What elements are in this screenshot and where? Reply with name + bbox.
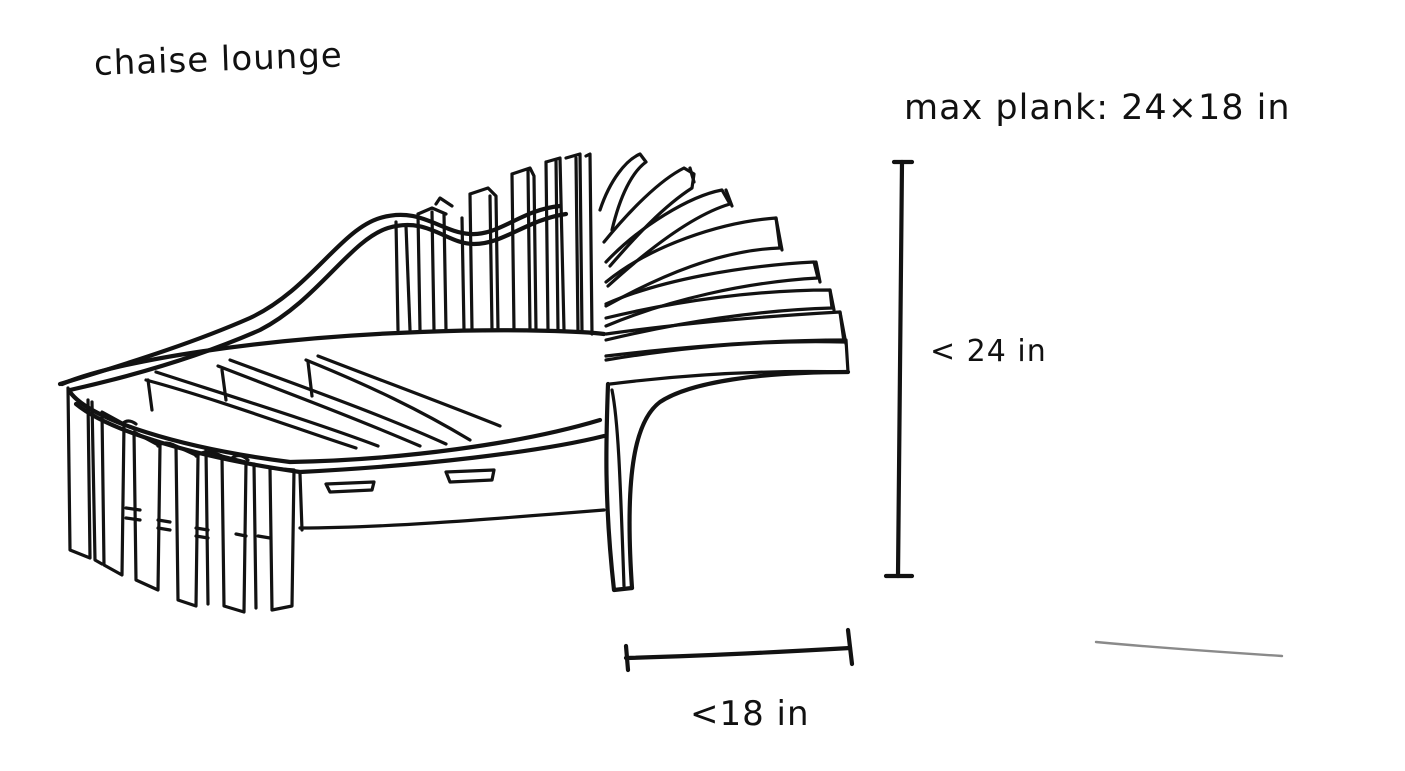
seat-rim-lower [73, 401, 607, 475]
plank-spec-note: max plank: 24×18 in [904, 88, 1291, 128]
front-slat [90, 400, 104, 566]
back-slat [394, 220, 400, 332]
seat-plank [144, 378, 358, 450]
base-handle [324, 480, 376, 494]
pencil-smudge [1094, 640, 1284, 658]
height-dimension-label: < 24 in [930, 334, 1047, 369]
back-slat [526, 168, 532, 332]
back-slats [394, 152, 594, 336]
back-slat [544, 156, 566, 332]
fan-slat [604, 338, 850, 386]
slat-top [194, 450, 224, 458]
fan-base [604, 381, 635, 593]
base-side [298, 472, 304, 532]
back-slat [564, 152, 584, 334]
width-dimension-cap-right [845, 627, 855, 667]
fan-base-inner [610, 388, 626, 588]
front-slat [174, 444, 200, 608]
fan-base [627, 369, 851, 591]
fan-slats [598, 152, 851, 593]
slat-tick [234, 532, 248, 538]
seat-plank [216, 364, 422, 448]
front-slat [268, 466, 296, 612]
width-dimension-cap-left [623, 643, 631, 673]
seat-plank [146, 360, 314, 412]
back-slat [584, 152, 594, 336]
back-slat [416, 206, 448, 332]
seat-plank [228, 358, 448, 446]
front-slat [204, 448, 210, 606]
base-handle [444, 468, 496, 484]
seat-planks [144, 354, 502, 450]
back-slat [488, 194, 494, 332]
back-slat [442, 212, 448, 332]
front-slat [66, 386, 92, 560]
back-slat [554, 158, 560, 332]
fan-slat-end [688, 166, 848, 346]
back-curve-line [57, 203, 563, 387]
fan-slat [598, 152, 648, 232]
front-slat [100, 410, 126, 577]
height-dimension [883, 159, 915, 579]
back-slat [404, 224, 412, 332]
back-slat [510, 166, 538, 332]
back-slat [460, 216, 466, 332]
front-slat [252, 462, 258, 610]
back-slat [434, 196, 454, 208]
base-rail [298, 508, 606, 530]
slat-tick [124, 506, 142, 522]
slat-tick [194, 526, 210, 540]
seat-plank [316, 354, 502, 428]
seat-plank [154, 370, 380, 448]
width-dimension-label: <18 in [690, 694, 810, 734]
height-dimension-line [895, 159, 905, 579]
width-dimension [623, 627, 855, 673]
fan-slat [602, 166, 696, 268]
seat-plank [304, 358, 472, 442]
seat-rim-inner [67, 389, 603, 465]
slat-tick [256, 534, 272, 540]
slat-tick [156, 518, 172, 532]
width-dimension-line [623, 645, 853, 661]
back-slat [468, 186, 500, 332]
